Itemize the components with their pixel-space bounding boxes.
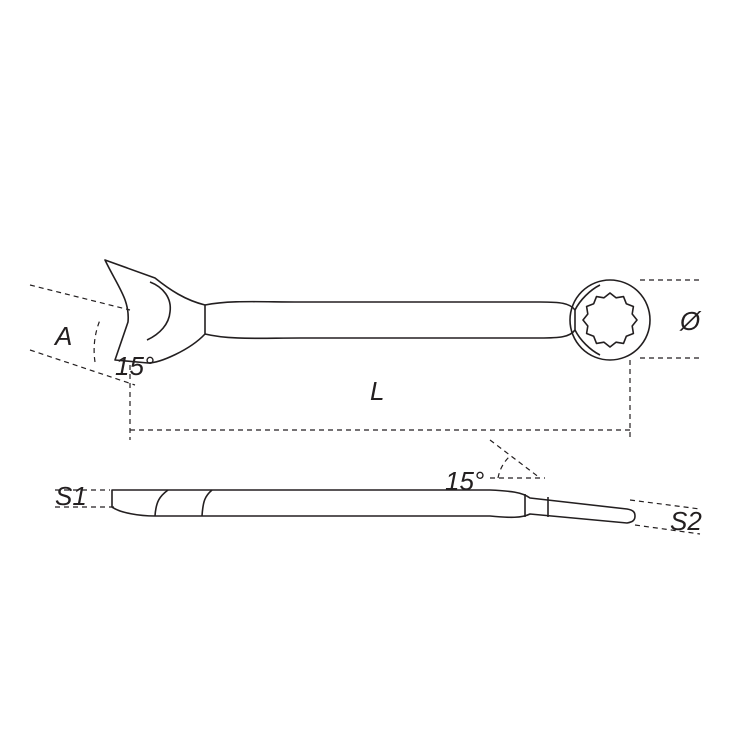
side-neck-line-1: [155, 490, 168, 516]
label-S2: S2: [670, 506, 702, 536]
side-neck-line-2: [202, 490, 212, 516]
dim-guide-0: [30, 285, 130, 310]
label-A: A: [53, 321, 72, 351]
wrench-side-outline: [112, 490, 635, 523]
label-angle2: 15°: [445, 466, 484, 496]
wrench-shaft-top: [205, 302, 575, 339]
ring-end-12pt: [583, 293, 637, 347]
label-L: L: [370, 376, 384, 406]
angle-arc-top: [94, 320, 100, 362]
dim-guide-11: [490, 440, 540, 478]
label-S1: S1: [55, 481, 87, 511]
label-angle1: 15°: [115, 351, 154, 381]
label-dia: Ø: [679, 306, 702, 336]
wrench-dimension-diagram: A 15° L Ø S1 15° S2: [0, 0, 750, 750]
open-end-inner: [147, 282, 170, 340]
angle-arc-side: [498, 456, 510, 478]
open-end-outer: [105, 260, 205, 363]
ring-end-outer: [570, 280, 650, 360]
